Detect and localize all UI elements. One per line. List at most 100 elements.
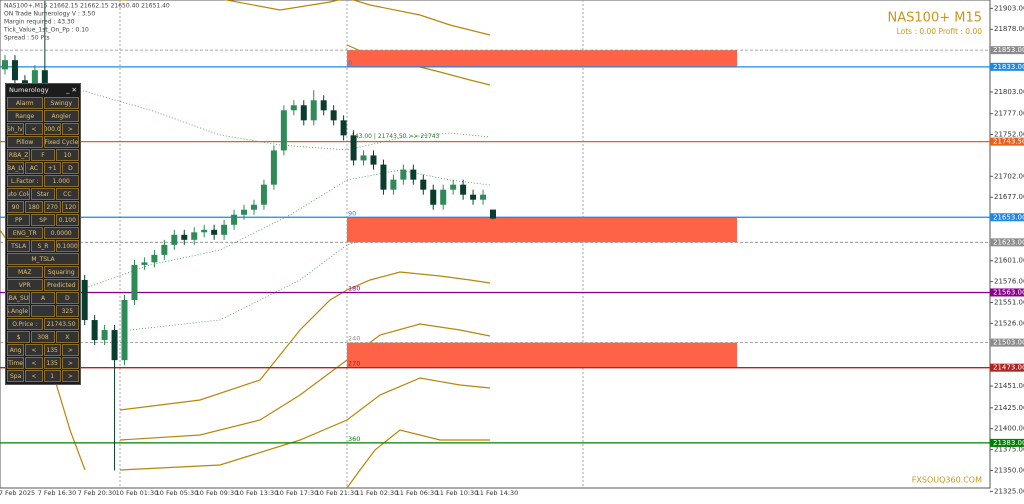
panel-button[interactable]: Auto Color xyxy=(7,188,31,200)
panel-row: Spa <1 > xyxy=(7,370,79,382)
x-tick-label: 7 Feb 20:30 xyxy=(78,489,117,497)
panel-row: MAZ Squaring xyxy=(7,266,79,278)
panel-row: PP SP 0.100 xyxy=(7,214,79,226)
panel-button[interactable]: F xyxy=(31,149,55,161)
panel-button[interactable]: L.Factor : xyxy=(7,175,43,187)
panel-button[interactable]: RBA_SUN xyxy=(7,292,31,304)
panel-button[interactable]: +1 xyxy=(43,162,61,174)
panel-button[interactable]: > xyxy=(61,344,79,356)
panel-button[interactable]: A xyxy=(31,292,55,304)
level-tag xyxy=(990,137,1024,146)
panel-button[interactable] xyxy=(31,305,55,317)
panel-title: Numerology xyxy=(9,86,49,94)
candle-body xyxy=(320,100,327,111)
panel-button[interactable]: VPR xyxy=(7,279,43,291)
panel-button[interactable]: SP xyxy=(31,214,55,226)
panel-button[interactable]: MAZ xyxy=(7,266,43,278)
candle-body xyxy=(111,330,118,361)
panel-button[interactable]: D xyxy=(55,292,79,304)
panel-button[interactable]: > xyxy=(61,357,79,369)
panel-button[interactable]: Swingy xyxy=(43,97,79,109)
level-tag xyxy=(990,238,1024,247)
info-line: NAS100+,M15 21662.15 21662.15 21650.40 2… xyxy=(4,3,170,10)
panel-button[interactable]: Time xyxy=(7,357,25,369)
panel-button[interactable]: $ xyxy=(7,331,31,343)
x-tick-label: 10 Feb 13:30 xyxy=(236,489,279,497)
panel-button[interactable]: > xyxy=(61,123,79,135)
watermark: FXSOUQ360.COM xyxy=(912,476,982,485)
panel-row: RBA_Z F 10 xyxy=(7,149,79,161)
panel-button[interactable]: 0.1000 xyxy=(55,240,79,252)
panel-button[interactable]: 1 xyxy=(43,370,61,382)
angle-label: 180 xyxy=(348,284,360,292)
panel-button[interactable]: 308 xyxy=(31,331,55,343)
panel-button[interactable]: M_TSLA xyxy=(7,253,79,265)
panel-controls[interactable]: _ ✕ xyxy=(66,86,77,94)
x-tick-label: 11 Feb 10:30 xyxy=(436,489,479,497)
panel-button[interactable]: 0.0000 xyxy=(43,227,79,239)
panel-button[interactable]: 325 xyxy=(55,305,79,317)
panel-button[interactable]: Star xyxy=(31,188,55,200)
panel-button[interactable]: < xyxy=(25,357,43,369)
panel-button[interactable]: Ang xyxy=(7,344,25,356)
panel-button[interactable]: 120 xyxy=(61,201,79,213)
panel-button[interactable]: Sh_lvl xyxy=(7,123,25,135)
panel-button[interactable]: 21743.50 xyxy=(43,318,79,330)
panel-button[interactable]: 270 xyxy=(43,201,61,213)
indicator-line xyxy=(346,429,490,489)
panel-row: TSLA S_R 0.1000 xyxy=(7,240,79,252)
x-tick-label: 10 Feb 05:30 xyxy=(156,489,199,497)
level-tag xyxy=(990,62,1024,71)
candle-body xyxy=(161,244,168,255)
panel-button[interactable]: 1000.00 xyxy=(43,123,61,135)
panel-button[interactable]: > xyxy=(61,370,79,382)
panel-button[interactable]: Alarm xyxy=(7,97,43,109)
panel-button[interactable]: Squaring xyxy=(43,266,79,278)
panel-button[interactable]: PP xyxy=(7,214,31,226)
panel-row: ENG_TR 0.0000 xyxy=(7,227,79,239)
panel-button[interactable]: 135 xyxy=(43,344,61,356)
level-label: 21563.00 xyxy=(993,288,1024,296)
candle-body xyxy=(121,299,128,361)
zone xyxy=(347,50,737,67)
panel-button[interactable]: S_R xyxy=(31,240,55,252)
candle-body xyxy=(290,105,297,111)
panel-button[interactable]: CC xyxy=(55,188,79,200)
panel-button[interactable]: Fixed Cycle xyxy=(43,136,79,148)
x-tick-label: 11 Feb 02:30 xyxy=(356,489,399,497)
panel-button[interactable]: 90 xyxy=(7,201,25,213)
panel-button[interactable]: D xyxy=(61,162,79,174)
panel-button[interactable]: X xyxy=(55,331,79,343)
panel-button[interactable]: 135 xyxy=(43,357,61,369)
panel-button[interactable]: O.Price : xyxy=(7,318,43,330)
panel-button[interactable]: ENG_TR xyxy=(7,227,43,239)
panel-button[interactable]: < xyxy=(25,123,43,135)
panel-button[interactable]: < xyxy=(25,344,43,356)
panel-button[interactable]: Predicted xyxy=(43,279,79,291)
panel-button[interactable]: Pillow xyxy=(7,136,43,148)
panel-button[interactable]: S.Angle : xyxy=(7,305,31,317)
candle-body xyxy=(11,60,18,81)
y-tick-label: 21752.00 xyxy=(994,131,1024,139)
panel-button[interactable]: Range xyxy=(7,110,43,122)
panel-row: L.Factor :1.000 xyxy=(7,175,79,187)
candle-body xyxy=(460,184,467,195)
panel-button[interactable]: Angler xyxy=(43,110,79,122)
panel-row: RBA_LVLAC+1D xyxy=(7,162,79,174)
panel-button[interactable]: 10 xyxy=(55,149,79,161)
panel-button[interactable]: RBA_Z xyxy=(7,149,31,161)
panel-button[interactable]: 1.000 xyxy=(43,175,79,187)
panel-button[interactable]: RBA_LVL xyxy=(7,162,25,174)
panel-button[interactable]: 180 xyxy=(25,201,43,213)
panel-button[interactable]: < xyxy=(25,370,43,382)
panel-button[interactable]: 0.100 xyxy=(55,214,79,226)
panel-button[interactable]: AC xyxy=(25,162,43,174)
candle-body xyxy=(330,110,337,121)
panel-row: Alarm Swingy xyxy=(7,97,79,109)
level-tag xyxy=(990,338,1024,347)
panel-button[interactable]: TSLA xyxy=(7,240,31,252)
panel-button[interactable]: Spa xyxy=(7,370,25,382)
candle-body xyxy=(350,135,357,161)
level-tag xyxy=(990,288,1024,297)
